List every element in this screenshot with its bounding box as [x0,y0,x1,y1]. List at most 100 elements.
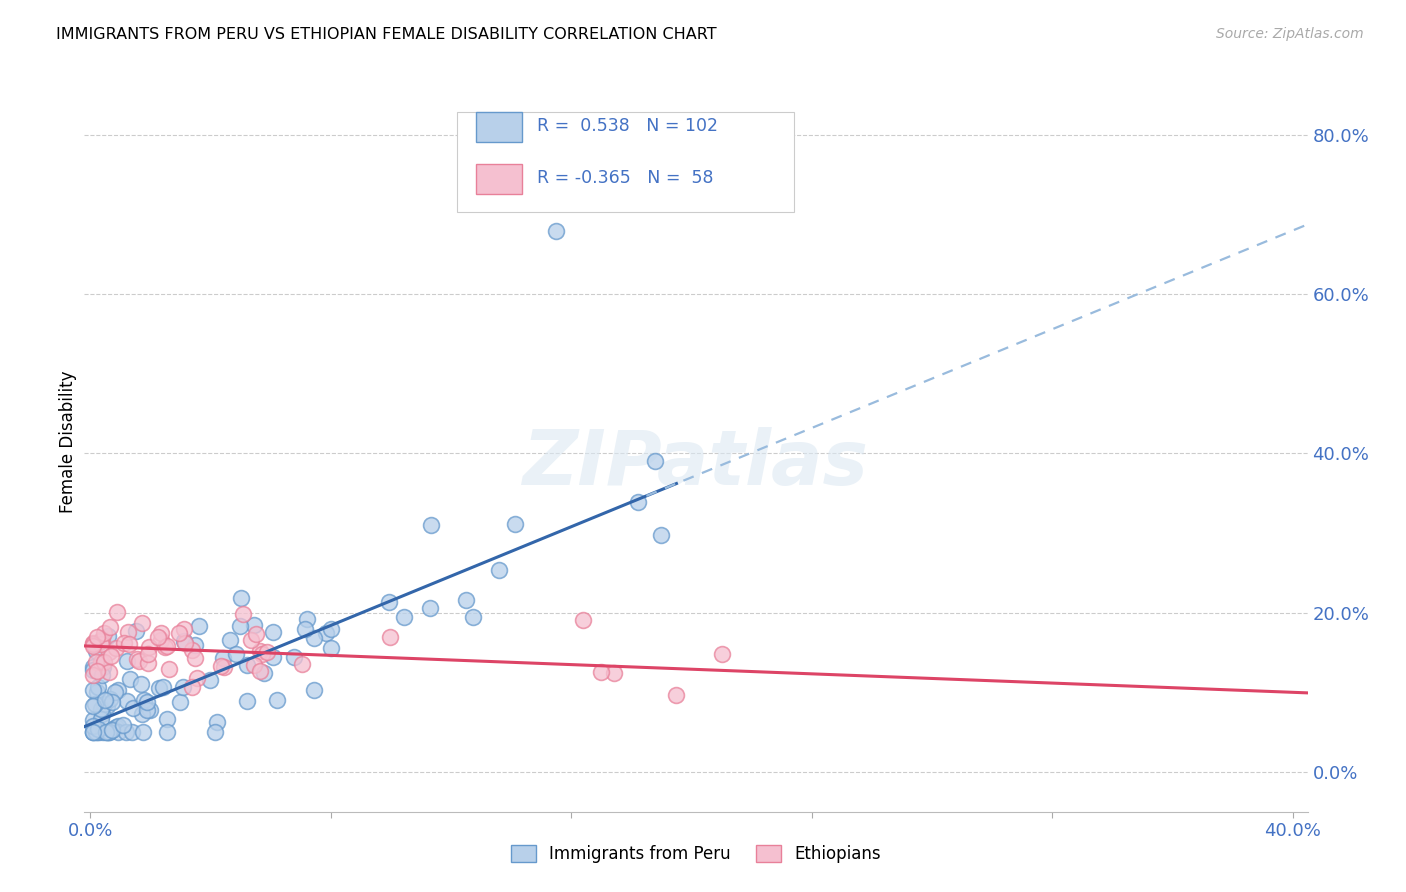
Point [128,654,150,668]
Point [86,684,108,698]
Point [156,712,179,726]
Point [394,610,416,624]
Point [94,725,117,739]
Point [114,725,136,739]
Point [107,719,129,733]
Point [90,668,112,682]
Point [243,658,266,673]
Point [138,640,160,654]
Point [181,642,204,657]
Point [98,644,121,658]
Point [82,659,104,673]
Point [101,722,124,736]
Text: R =  0.538   N = 102: R = 0.538 N = 102 [537,117,718,136]
Point [83,697,105,711]
Point [263,649,285,664]
Point [117,625,139,640]
Point [321,622,343,636]
Point [84,724,107,739]
Point [644,454,666,468]
Point [132,693,155,707]
Point [174,636,197,650]
Point [184,650,207,665]
Point [138,647,160,661]
Point [245,627,267,641]
Point [90,655,112,669]
Point [82,636,104,650]
Point [131,616,153,631]
Point [156,640,179,654]
Point [107,682,129,697]
Point [82,719,104,733]
Point [169,626,191,640]
Point [82,639,104,653]
Y-axis label: Female Disability: Female Disability [59,370,77,513]
Point [172,681,194,695]
Point [219,633,242,648]
Point [256,644,278,658]
Point [187,619,209,633]
Point [249,664,271,678]
Point [91,659,114,673]
Point [321,641,343,656]
Point [419,517,441,532]
Point [488,563,510,577]
Point [266,693,288,707]
Point [173,623,195,637]
Point [229,619,252,633]
Point [146,630,169,644]
Point [97,629,120,643]
Point [211,651,233,665]
Point [149,633,172,648]
Point [204,725,226,739]
Point [104,684,127,698]
Point [198,673,221,687]
Point [626,495,648,509]
Text: IMMIGRANTS FROM PERU VS ETHIOPIAN FEMALE DISABILITY CORRELATION CHART: IMMIGRANTS FROM PERU VS ETHIOPIAN FEMALE… [56,27,717,42]
Point [236,694,259,708]
Point [93,725,115,739]
Point [463,610,485,624]
Point [86,630,108,644]
Point [93,697,115,711]
Point [82,698,104,713]
Point [156,725,179,739]
Point [180,681,202,695]
Point [111,718,134,732]
Point [86,664,108,678]
Point [184,638,207,652]
Point [122,700,145,714]
Point [86,655,108,669]
Point [294,622,316,636]
Point [253,666,276,681]
Point [82,668,104,682]
Point [209,658,232,673]
Point [138,703,160,717]
Point [100,723,122,738]
Point [236,658,259,673]
Point [315,625,337,640]
Point [131,707,153,722]
Point [118,637,141,651]
Point [419,601,441,615]
Point [710,648,733,662]
Point [83,723,105,738]
Point [138,656,160,670]
Point [82,663,104,677]
Point [665,688,688,702]
Text: R = -0.365   N =  58: R = -0.365 N = 58 [537,169,713,187]
Point [650,528,672,542]
Point [454,592,477,607]
Point [90,633,112,648]
Point [302,683,325,698]
Point [105,720,128,734]
Point [82,725,104,739]
Point [96,698,118,713]
Point [107,725,129,739]
Point [112,636,135,650]
Point [121,725,143,739]
Point [136,695,159,709]
Point [591,665,613,680]
Point [290,657,312,671]
Point [283,649,305,664]
